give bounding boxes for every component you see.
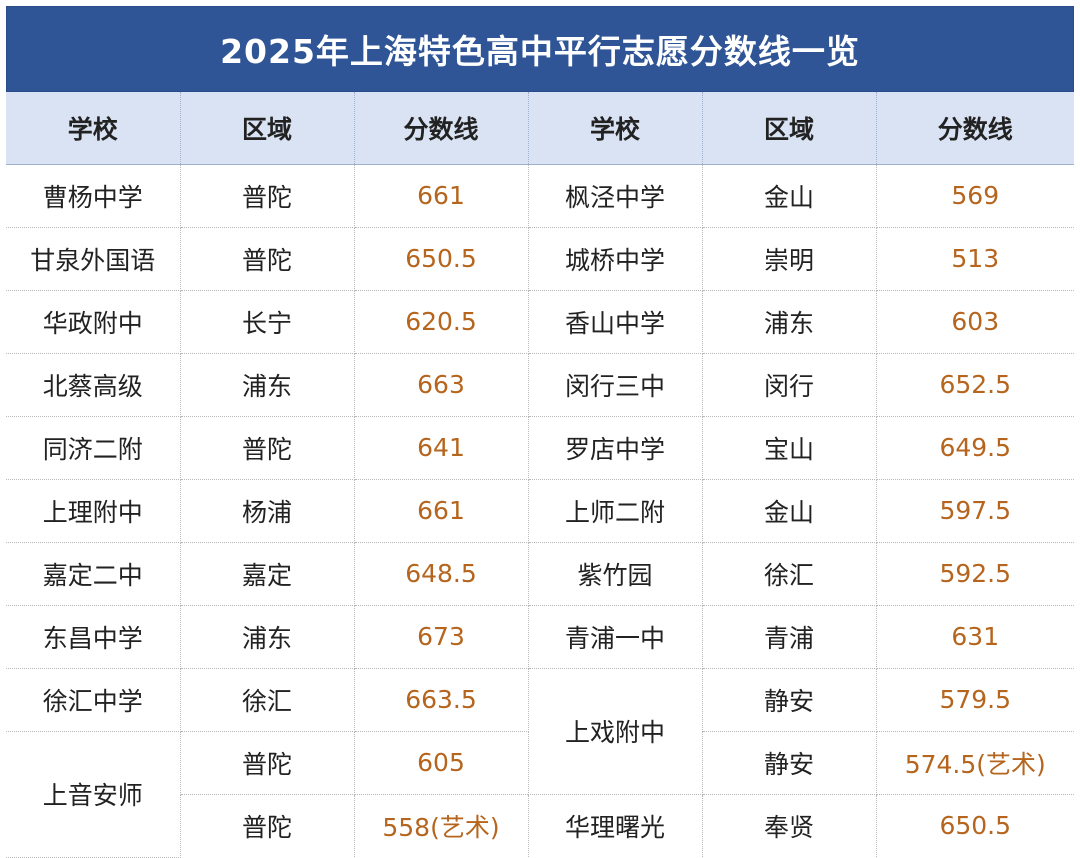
header-district-right: 区域 xyxy=(701,92,877,165)
district-cell: 金山 xyxy=(701,163,877,228)
score-cell: 603 xyxy=(875,289,1074,354)
school-cell-merged: 上音安师 xyxy=(6,730,181,858)
district-cell: 普陀 xyxy=(180,793,355,857)
score-cell: 649.5 xyxy=(875,415,1074,480)
district-cell: 徐汇 xyxy=(179,667,355,732)
district-cell: 普陀 xyxy=(179,730,355,795)
school-cell: 甘泉外国语 xyxy=(6,226,181,291)
district-cell: 普陀 xyxy=(179,163,355,228)
school-cell: 罗店中学 xyxy=(527,415,703,480)
district-cell: 宝山 xyxy=(701,415,877,480)
school-cell: 曹杨中学 xyxy=(6,163,181,228)
school-cell: 枫泾中学 xyxy=(527,163,703,228)
score-cell: 650.5 xyxy=(875,793,1074,857)
school-cell: 华政附中 xyxy=(6,289,181,354)
table-row: 东昌中学 浦东 673 青浦一中 青浦 631 xyxy=(6,604,1074,669)
district-cell: 金山 xyxy=(701,478,877,543)
school-cell: 香山中学 xyxy=(527,289,703,354)
district-cell: 奉贤 xyxy=(701,793,877,857)
school-cell: 上理附中 xyxy=(6,478,181,543)
table-row: 徐汇中学 徐汇 663.5 上戏附中 静安 579.5 xyxy=(6,667,1074,795)
district-cell: 嘉定 xyxy=(179,541,355,606)
table-title: 2025年上海特色高中平行志愿分数线一览 xyxy=(6,6,1074,92)
school-cell: 嘉定二中 xyxy=(6,541,181,606)
table-row: 华政附中 长宁 620.5 香山中学 浦东 603 xyxy=(6,289,1074,354)
table-row: 上理附中 杨浦 661 上师二附 金山 597.5 xyxy=(6,478,1074,543)
district-cell: 崇明 xyxy=(701,226,877,291)
school-cell: 东昌中学 xyxy=(6,604,181,669)
header-school-left: 学校 xyxy=(6,92,181,165)
school-cell: 华理曙光 xyxy=(527,793,703,857)
district-cell: 闵行 xyxy=(701,352,877,417)
score-cell: 558(艺术) xyxy=(353,793,529,857)
header-score-left: 分数线 xyxy=(353,92,529,165)
school-cell: 青浦一中 xyxy=(527,604,703,669)
district-cell: 浦东 xyxy=(179,352,355,417)
score-cell: 513 xyxy=(875,226,1074,291)
header-row: 学校 区域 分数线 学校 区域 分数线 xyxy=(6,92,1074,165)
score-cell: 648.5 xyxy=(353,541,529,606)
district-cell: 浦东 xyxy=(701,289,877,354)
score-cell: 620.5 xyxy=(353,289,529,354)
table-row: 上音安师 普陀 605 静安 574.5(艺术) xyxy=(6,730,1074,858)
score-cell: 574.5(艺术) xyxy=(875,730,1074,795)
header-district-left: 区域 xyxy=(179,92,355,165)
score-cell: 661 xyxy=(353,163,529,228)
district-cell: 普陀 xyxy=(179,415,355,480)
school-cell: 闵行三中 xyxy=(527,352,703,417)
school-cell: 紫竹园 xyxy=(527,541,703,606)
table-row: 北蔡高级 浦东 663 闵行三中 闵行 652.5 xyxy=(6,352,1074,417)
table-row: 甘泉外国语 普陀 650.5 城桥中学 崇明 513 xyxy=(6,226,1074,291)
score-cell: 641 xyxy=(353,415,529,480)
score-cell: 663 xyxy=(353,352,529,417)
header-score-right: 分数线 xyxy=(875,92,1074,165)
school-cell: 上师二附 xyxy=(527,478,703,543)
district-cell: 青浦 xyxy=(701,604,877,669)
table-row: 同济二附 普陀 641 罗店中学 宝山 649.5 xyxy=(6,415,1074,480)
school-cell-merged: 上戏附中 xyxy=(527,667,703,795)
district-cell: 杨浦 xyxy=(179,478,355,543)
table-row: 普陀 558(艺术) 华理曙光 奉贤 650.5 xyxy=(6,793,1074,857)
school-cell: 同济二附 xyxy=(6,415,181,480)
score-cell: 569 xyxy=(875,163,1074,228)
school-cell: 徐汇中学 xyxy=(6,667,181,732)
score-cell: 652.5 xyxy=(875,352,1074,417)
school-cell: 北蔡高级 xyxy=(6,352,181,417)
score-cell: 631 xyxy=(875,604,1074,669)
district-cell: 普陀 xyxy=(179,226,355,291)
score-table-container: 2025年上海特色高中平行志愿分数线一览 学校 区域 分数线 学校 区域 分数线… xyxy=(6,6,1074,858)
district-cell: 徐汇 xyxy=(701,541,877,606)
table-row: 曹杨中学 普陀 661 枫泾中学 金山 569 xyxy=(6,163,1074,228)
score-cell: 597.5 xyxy=(875,478,1074,543)
score-cell: 663.5 xyxy=(353,667,529,732)
score-cell: 605 xyxy=(353,730,529,795)
table-row: 嘉定二中 嘉定 648.5 紫竹园 徐汇 592.5 xyxy=(6,541,1074,606)
score-cell: 592.5 xyxy=(875,541,1074,606)
score-table: 学校 区域 分数线 学校 区域 分数线 曹杨中学 普陀 661 枫泾中学 金山 … xyxy=(6,92,1074,858)
district-cell: 长宁 xyxy=(179,289,355,354)
score-cell: 579.5 xyxy=(875,667,1074,732)
school-cell: 城桥中学 xyxy=(527,226,703,291)
score-cell: 650.5 xyxy=(353,226,529,291)
score-cell: 673 xyxy=(353,604,529,669)
header-school-right: 学校 xyxy=(527,92,703,165)
score-cell: 661 xyxy=(353,478,529,543)
district-cell: 静安 xyxy=(701,667,877,732)
district-cell: 静安 xyxy=(701,730,877,795)
district-cell: 浦东 xyxy=(179,604,355,669)
